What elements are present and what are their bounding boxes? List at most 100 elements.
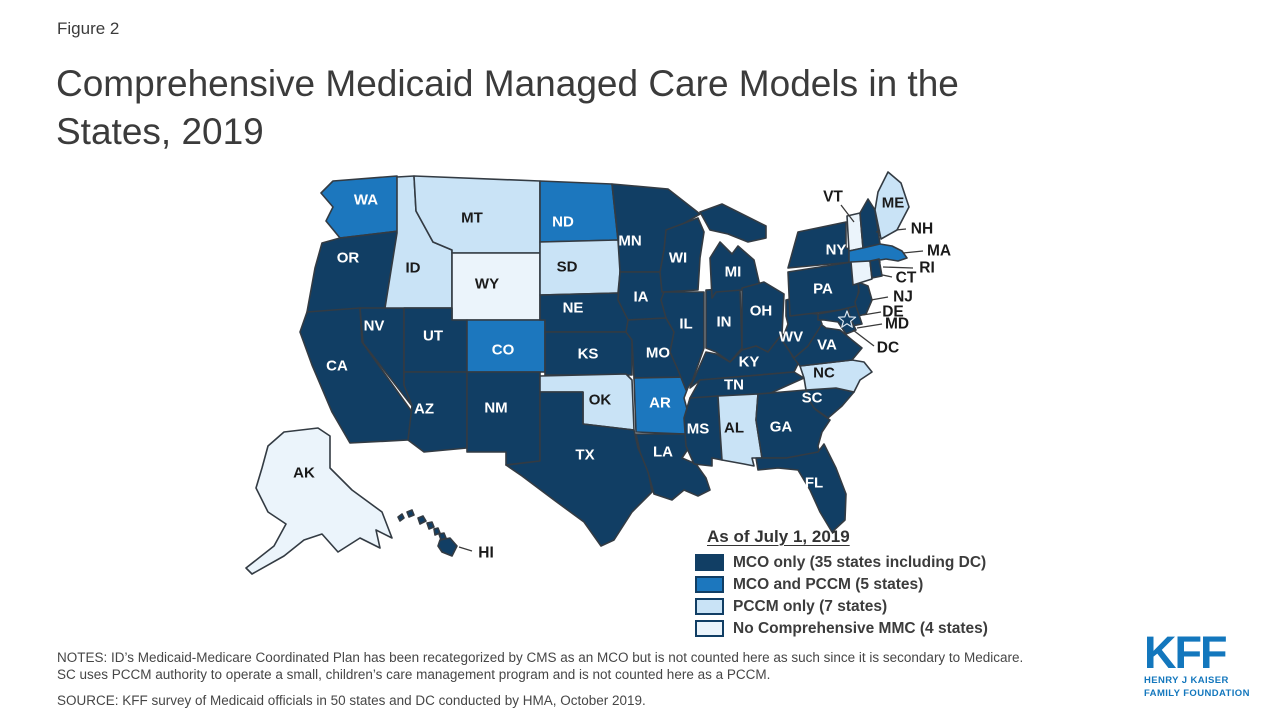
callout-line-MA (902, 250, 924, 254)
map-legend: As of July 1, 2019 MCO only (35 states i… (695, 527, 1035, 642)
state-shape-HI (426, 521, 435, 530)
kff-logo-subline1: HENRY J KAISER (1144, 675, 1229, 686)
state-label-TN: TN (724, 377, 744, 394)
state-label-KY: KY (739, 354, 760, 371)
state-NJ: NJ (854, 281, 913, 317)
state-label-NY: NY (826, 242, 847, 259)
state-WY: WY (451, 252, 541, 321)
callout-line-VT (840, 204, 855, 223)
state-VA: VA (791, 321, 863, 367)
state-CA: CA (299, 307, 413, 444)
state-label-WA: WA (354, 192, 378, 209)
state-SD: SD (539, 239, 625, 296)
state-shape-ME (874, 171, 910, 240)
state-label-OK: OK (589, 392, 612, 409)
state-IN: IN (705, 287, 743, 363)
state-shape-TN (689, 371, 805, 399)
state-shape-HI (397, 513, 405, 522)
state-label-WV: WV (779, 329, 803, 346)
state-label-DE: DE (882, 304, 904, 321)
state-label-NC: NC (813, 365, 835, 382)
callout-line-HI (458, 546, 473, 552)
state-GA: GA (755, 389, 831, 459)
state-label-GA: GA (770, 419, 793, 436)
state-WI: WI (659, 217, 705, 293)
state-shape-FL (755, 443, 847, 533)
state-shape-MI (699, 203, 767, 243)
state-label-ME: ME (882, 195, 905, 212)
state-AK: AK (245, 427, 393, 575)
state-label-PA: PA (813, 281, 833, 298)
page-title-line2: States, 2019 (56, 111, 264, 152)
state-label-SD: SD (557, 259, 578, 276)
state-MA: MA (848, 243, 951, 264)
figure-label: Figure 2 (57, 19, 120, 38)
state-label-NJ: NJ (893, 289, 913, 306)
state-label-WY: WY (475, 276, 499, 293)
legend-item-mco_pccm: MCO and PCCM (5 states) (695, 576, 1035, 593)
callout-line-MD (856, 323, 883, 329)
state-shape-NM (466, 371, 541, 466)
state-MT: MT (413, 175, 541, 254)
state-label-IL: IL (679, 316, 692, 333)
state-label-ID: ID (406, 260, 421, 277)
notes-line2: SC uses PCCM authority to operate a smal… (57, 666, 771, 682)
state-label-NH: NH (911, 221, 933, 238)
source-text: SOURCE: KFF survey of Medicaid officials… (57, 693, 646, 708)
state-OR: OR (306, 230, 400, 313)
state-label-AK: AK (293, 465, 315, 482)
legend-swatch-mco_only (695, 554, 724, 571)
kff-logo-subline2: FAMILY FOUNDATION (1144, 688, 1250, 699)
state-label-VT: VT (823, 189, 843, 206)
state-label-DC: DC (877, 340, 899, 357)
notes-text: NOTES: ID’s Medicaid-Medicare Coordinate… (57, 650, 1127, 683)
page-title-line1: Comprehensive Medicaid Managed Care Mode… (56, 63, 959, 104)
legend-item-mco_only: MCO only (35 states including DC) (695, 554, 1035, 571)
state-label-MA: MA (927, 243, 951, 260)
state-shape-CT (850, 260, 873, 286)
state-label-LA: LA (653, 444, 673, 461)
state-label-KS: KS (578, 346, 599, 363)
state-NM: NM (466, 371, 541, 466)
state-CT: CT (850, 260, 917, 287)
state-WA: WA (320, 175, 400, 239)
state-shape-TX (505, 391, 653, 547)
state-AL: AL (717, 393, 763, 467)
state-shape-IL (660, 291, 705, 391)
state-ND: ND (539, 180, 619, 243)
state-shape-OR (306, 230, 400, 313)
state-shape-WI (659, 217, 705, 293)
state-label-AR: AR (649, 395, 671, 412)
legend-item-pccm_only: PCCM only (7 states) (695, 598, 1035, 615)
legend-swatch-none (695, 620, 724, 637)
state-CO: CO (466, 319, 546, 373)
state-label-HI: HI (478, 545, 494, 562)
state-label-RI: RI (919, 260, 935, 277)
state-MS: MS (683, 395, 723, 467)
state-AZ: AZ (403, 371, 468, 453)
kff-logo: KFF HENRY J KAISER FAMILY FOUNDATION (1144, 630, 1250, 699)
state-label-MS: MS (687, 421, 710, 438)
state-KS: KS (544, 331, 633, 376)
state-shape-HI (437, 537, 458, 557)
state-FL: FL (755, 443, 847, 533)
legend-swatch-pccm_only (695, 598, 724, 615)
state-shape-AK (245, 427, 393, 575)
state-label-NM: NM (484, 400, 507, 417)
state-shape-KS (544, 331, 633, 376)
state-SC: SC (802, 387, 855, 419)
state-label-FL: FL (805, 475, 823, 492)
legend-item-none: No Comprehensive MMC (4 states) (695, 620, 1035, 637)
state-label-CA: CA (326, 358, 348, 375)
state-label-ND: ND (552, 214, 574, 231)
state-label-CT: CT (896, 270, 917, 287)
state-label-MD: MD (885, 316, 909, 333)
state-TN: TN (689, 371, 805, 399)
state-label-IN: IN (717, 314, 732, 331)
state-NC: NC (799, 359, 873, 393)
state-label-MT: MT (461, 210, 483, 227)
state-label-MN: MN (618, 233, 641, 250)
state-shape-DC (837, 310, 857, 328)
